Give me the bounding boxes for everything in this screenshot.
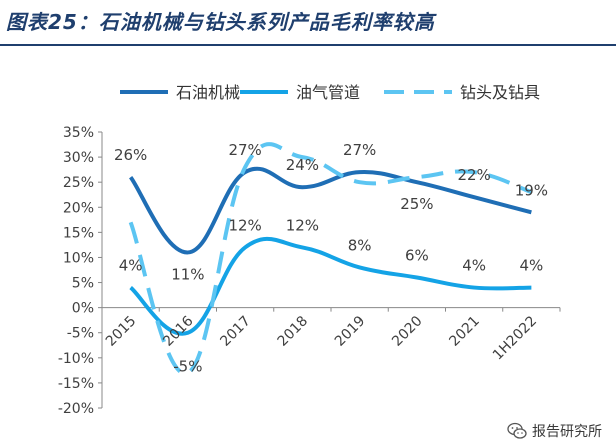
data-label-s1: 6% [405,247,429,265]
watermark: 报告研究所 [507,421,602,441]
y-tick-label: 5% [72,276,94,292]
y-tick-label: -10% [58,351,94,367]
series-line-0 [128,166,532,255]
data-label-s1: 4% [119,257,143,275]
x-tick-label: 2018 [275,313,312,350]
y-tick-label: 10% [63,250,94,266]
data-label-s1: 4% [462,257,486,275]
data-label-s0: 19% [515,181,548,199]
wechat-icon [507,422,527,439]
legend-label-0: 石油机械 [176,83,240,102]
legend-label-1: 油气管道 [296,83,360,102]
y-tick-label: -15% [58,376,94,392]
series-line-1 [129,236,532,336]
y-tick-label: 0% [72,301,94,317]
data-label-s0: 26% [114,146,147,164]
data-label-s0: 24% [286,156,319,174]
y-tick-label: 25% [63,175,94,191]
data-label-s1: 8% [348,236,372,254]
data-label-s0: 27% [228,141,261,159]
y-tick-label: -5% [67,326,94,342]
y-tick-label: 20% [63,200,94,216]
data-label-s1: 4% [519,257,543,275]
data-label-s0: 22% [457,166,490,184]
data-label-s0: 11% [171,265,204,283]
x-tick-label: 1H2022 [490,313,540,363]
x-tick-label: 2015 [103,313,140,350]
data-label-s1: 12% [228,216,261,234]
data-label-s0: 25% [400,195,433,213]
watermark-text: 报告研究所 [532,424,602,440]
data-label-s0: 27% [343,141,376,159]
y-tick-label: 15% [63,225,94,241]
x-tick-label: 2020 [389,313,426,350]
x-tick-label: 2021 [446,313,483,350]
y-tick-label: -20% [58,401,94,417]
y-tick-label: 30% [63,150,94,166]
data-label-s1: -5% [173,358,202,376]
y-tick-label: 35% [63,125,94,141]
x-tick-label: 2019 [332,313,369,350]
x-tick-label: 2017 [217,313,254,350]
title-rule [0,44,616,46]
chart-title: 图表25：石油机械与钻头系列产品毛利率较高 [6,10,435,34]
data-label-s1: 12% [286,216,319,234]
legend-label-2: 钻头及钻具 [460,83,540,102]
